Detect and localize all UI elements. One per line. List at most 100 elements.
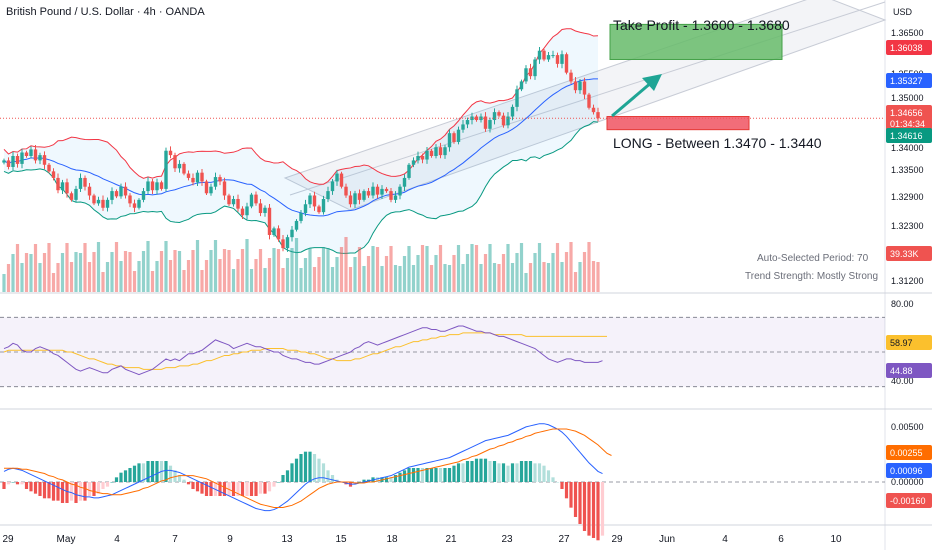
candle [366,191,371,196]
macd-histogram-bar [569,482,573,508]
volume-bar [569,242,573,292]
macd-histogram-bar [69,482,74,501]
volume-bar [92,252,96,292]
candle [218,177,222,182]
bb-upper-tag: 1.36038 [890,43,923,53]
volume-bar [312,267,317,292]
volume-bar [483,254,488,292]
volume-bar [465,254,470,292]
macd-histogram-bar [182,479,186,482]
candle [38,155,42,161]
bollinger-lower [3,121,599,254]
macd-histogram-bar [429,468,434,482]
rsi-value-tag: 44.88 [890,366,913,376]
symbol-title: British Pound / U.S. Dollar · 4h · OANDA [6,6,205,18]
macd-histogram-bar [6,482,11,485]
macd-histogram-bar [362,479,366,482]
macd-histogram-bar [470,461,474,482]
candle [303,204,308,214]
candle [416,156,420,161]
candle [213,177,218,187]
volume-bar [186,260,191,292]
time-tick-label: 10 [830,534,842,545]
price-tick-label: 1.36500 [891,28,924,38]
candle [411,160,416,165]
volume-bar [200,270,204,292]
volume-bar [245,239,249,292]
candle [348,195,353,205]
candle [564,54,569,73]
candle [573,81,578,91]
macd-histogram-bar [299,454,303,482]
macd-histogram-bar [357,482,362,483]
candle [245,206,249,216]
candle [501,115,506,126]
macd-histogram-bar [87,482,92,496]
macd-histogram-bar [209,482,213,496]
macd-histogram-bar [65,482,69,503]
time-tick-label: 7 [172,534,178,545]
target-arrow [611,80,653,118]
macd-tick-label: 0.00500 [891,422,924,432]
macd-histogram-bar [60,482,65,503]
volume-bar [330,267,335,292]
macd-histogram-bar [398,472,402,482]
macd-histogram-bar [186,482,191,485]
volume-bar [591,261,596,292]
macd-histogram-bar [528,461,533,482]
volume-bar [501,254,506,292]
volume-bar [240,249,245,292]
macd-histogram-bar [231,482,236,496]
volume-bar [56,263,60,292]
bb-lower-tag-bg [886,128,932,143]
volume-bar [213,240,218,292]
macd-histogram-bar [411,468,416,482]
volume-bar [492,263,497,292]
macd-histogram-bar [600,482,605,536]
candle [155,182,159,191]
candle [420,156,425,160]
volume-bar [191,250,195,292]
macd-histogram-bar [285,470,290,482]
volume-bar [276,249,281,292]
volume-bar [596,262,600,292]
macd-histogram-bar [497,463,501,482]
candle [524,68,528,82]
macd-histogram-bar [587,482,591,536]
macd-histogram-bar [402,470,407,482]
price-tick-label: 1.32300 [891,221,924,231]
volume-bar [420,245,425,292]
candle [528,68,533,77]
time-tick-label: 13 [281,534,293,545]
macd-histogram-bar [155,461,159,482]
candle [128,195,132,204]
currency-label: USD [893,7,913,17]
macd-histogram-bar [510,463,515,482]
volume-bar [528,263,533,292]
volume-bar [105,262,110,292]
candle [542,50,546,60]
volume-bar [393,265,398,292]
candle [150,181,155,191]
candle [2,160,6,163]
time-tick-label: 4 [114,534,120,545]
candle [362,191,366,200]
macd-line [3,423,603,512]
candle [96,199,101,204]
volume-bar [110,252,114,292]
candle [488,120,492,129]
volume-bar [524,273,528,292]
volume-bar [407,246,411,292]
price-tick-label: 1.35000 [891,93,924,103]
candle [555,55,560,64]
volume-bar [195,240,200,292]
candle [375,186,380,195]
time-tick-label: 27 [558,534,570,545]
volume-bar [254,259,258,292]
volume-bar [182,270,186,292]
volume-bar [578,262,582,292]
candle [339,173,344,187]
candle [353,193,357,205]
volume-bar [137,261,141,292]
candle [110,191,114,200]
